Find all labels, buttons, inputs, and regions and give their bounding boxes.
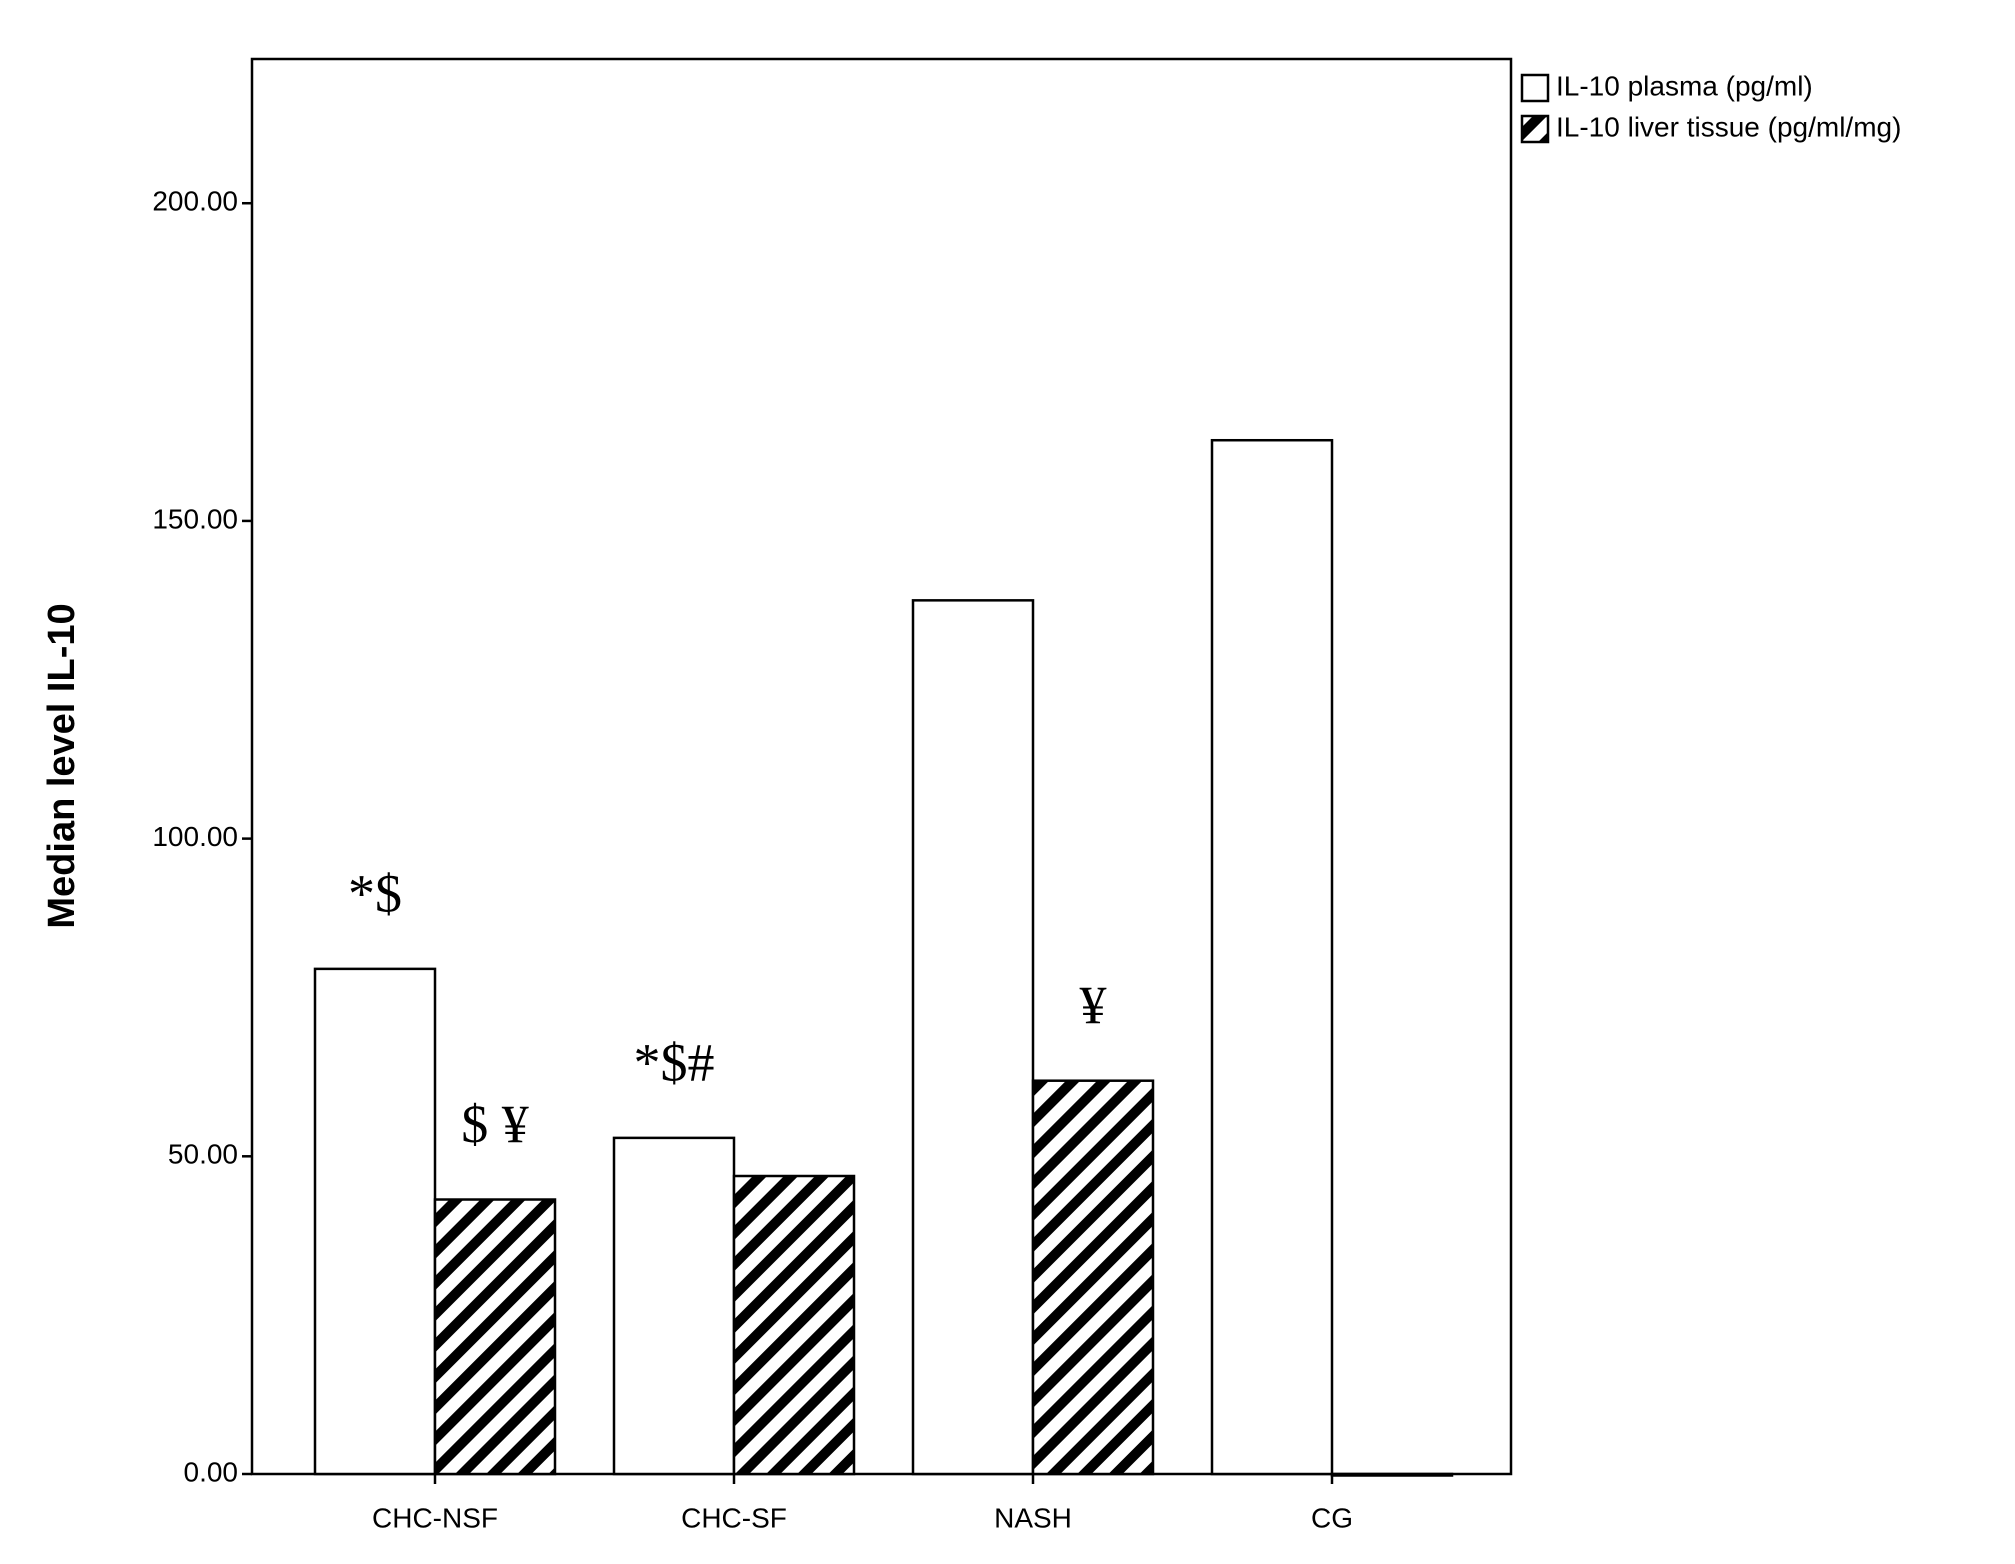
annotation: *$ [348,863,402,923]
bar [433,1198,557,1476]
bar [612,1136,736,1476]
annotation: ¥ [1080,975,1107,1035]
bar [313,967,437,1476]
bar [1210,438,1334,1476]
x-tick-label: CG [1311,1502,1353,1533]
x-tick-label: NASH [994,1502,1072,1533]
x-tick-label: CHC-NSF [372,1502,498,1533]
plot-frame [250,57,1513,1476]
bar [1330,1472,1454,1477]
y-tick-label: 50.00 [168,1139,238,1170]
x-tick-label: CHC-SF [681,1502,787,1533]
legend-label: IL-10 liver tissue (pg/ml/mg) [1556,111,1901,142]
y-tick-label: 0.00 [184,1456,239,1487]
legend-swatch [1520,73,1550,103]
legend-swatch [1520,114,1550,144]
bar [732,1174,856,1476]
bar [911,599,1035,1476]
y-tick-label: 150.00 [152,503,238,534]
annotation: *$# [634,1032,715,1092]
legend-label: IL-10 plasma (pg/ml) [1556,70,1813,101]
y-tick-label: 100.00 [152,821,238,852]
annotation: $ ¥ [461,1094,529,1154]
bar [1031,1079,1155,1476]
y-tick-label: 200.00 [152,186,238,217]
y-axis-title: Median level IL-10 [41,603,83,928]
